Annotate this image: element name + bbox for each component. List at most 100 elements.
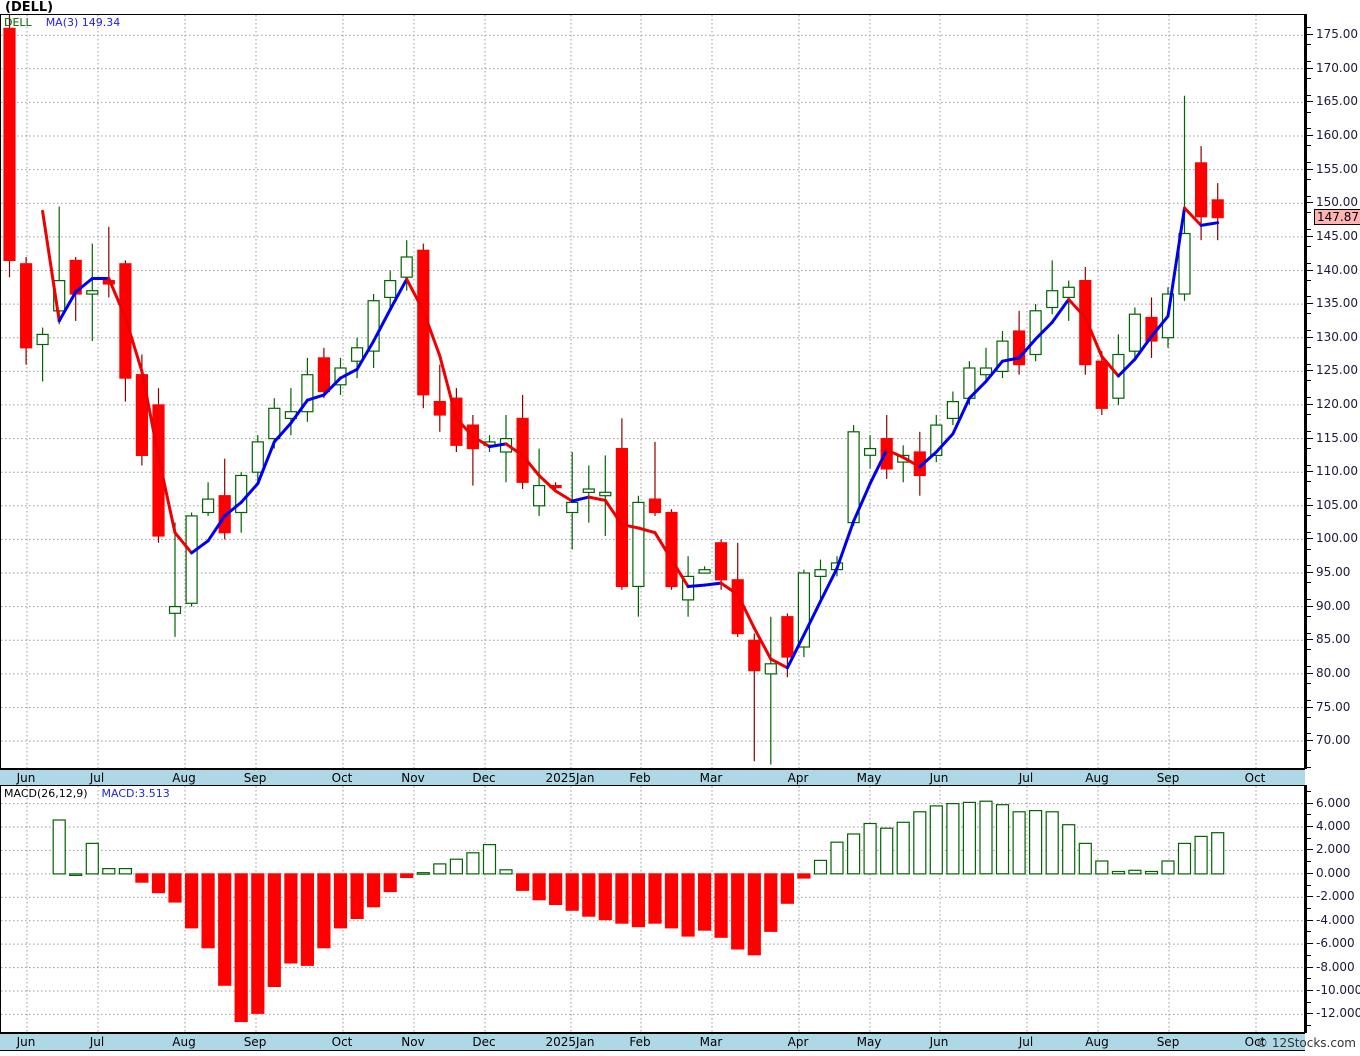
ma3-segment: [785, 633, 806, 670]
macd-histogram-bar: [118, 867, 133, 875]
x-axis-month-label: Nov: [401, 771, 425, 785]
macd-histogram-bar: [1211, 832, 1225, 875]
macd-histogram-bar: [333, 873, 348, 929]
ma3-segment: [918, 450, 938, 469]
macd-histogram-bar: [201, 873, 215, 949]
macd-histogram-bar: [1062, 824, 1076, 875]
price-tick-label: 120.00: [1316, 396, 1358, 411]
x-axis-month-label: Feb: [629, 1035, 651, 1049]
price-legend: DELL MA(3) 149.34: [4, 16, 120, 29]
ma3-segment: [1034, 320, 1054, 341]
macd-histogram-bar: [598, 873, 612, 921]
candle-body: [268, 407, 281, 440]
price-tick-label: 110.00: [1316, 464, 1358, 479]
x-axis-month-label: Jul: [1018, 1035, 1034, 1049]
ma3-segment: [223, 500, 243, 518]
macd-histogram-bar: [565, 873, 579, 911]
ma3-segment: [885, 448, 905, 459]
macd-histogram-bar: [764, 873, 778, 932]
price-tick-label: 100.00: [1316, 531, 1358, 546]
candle-body: [797, 572, 811, 648]
ma3-segment: [819, 566, 839, 603]
macd-tick-mark: [1307, 990, 1313, 991]
ma3-segment: [305, 393, 326, 402]
price-tick-minor: [1307, 733, 1311, 735]
macd-histogram-bar: [946, 803, 960, 875]
macd-histogram-bar: [979, 800, 993, 875]
ma3-segment: [256, 440, 276, 486]
macd-histogram-bar: [929, 805, 943, 875]
macd-histogram-bar: [466, 852, 480, 875]
macd-tick-label: 2.000: [1316, 842, 1351, 857]
price-tick-minor: [1307, 414, 1311, 415]
price-tick-mark: [1307, 572, 1313, 573]
candle-body: [996, 340, 1009, 373]
price-tick-minor: [1307, 111, 1311, 113]
candle-body: [20, 263, 33, 349]
ma3-segment: [620, 523, 640, 530]
macd-tick-label: -4.000: [1316, 912, 1355, 927]
price-tick-label: 140.00: [1316, 262, 1358, 277]
x-axis-month-label: Jun: [929, 1035, 949, 1049]
ma3-segment: [206, 514, 227, 543]
x-axis-month-label: Dec: [472, 771, 496, 785]
price-tick-mark: [1307, 34, 1313, 36]
candle-body: [1211, 199, 1224, 219]
price-chart-panel[interactable]: [0, 14, 1305, 769]
macd-histogram-bar: [433, 863, 447, 875]
macd-histogram-bar: [962, 801, 977, 875]
candle-body: [632, 501, 645, 587]
macd-histogram-bar: [482, 843, 497, 875]
price-tick-label: 130.00: [1316, 329, 1358, 344]
candle-body: [979, 367, 993, 376]
candle-body: [648, 498, 662, 514]
macd-histogram-bar: [681, 873, 695, 937]
x-axis-month-label: Aug: [1085, 1035, 1109, 1049]
price-tick-minor: [1307, 498, 1311, 500]
macd-histogram-bar: [863, 822, 877, 875]
macd-histogram-bar: [1194, 835, 1208, 875]
price-tick-minor: [1307, 481, 1311, 483]
candle-body: [3, 27, 16, 261]
x-axis-month-label: Jul: [89, 1035, 105, 1049]
macd-histogram-bar: [532, 873, 546, 901]
price-tick-minor: [1307, 582, 1311, 584]
macd-histogram-bar: [813, 859, 828, 875]
last-price-tag: 147.87: [1314, 208, 1360, 225]
macd-histogram-bar: [85, 842, 99, 875]
ma3-segment: [984, 359, 1004, 383]
ma3-segment: [1067, 297, 1087, 319]
price-tick-mark: [1307, 538, 1313, 540]
macd-histogram-bar: [648, 873, 662, 924]
macd-histogram-bar: [880, 827, 894, 875]
price-tick-mark: [1307, 437, 1313, 439]
price-tick-minor: [1307, 699, 1311, 701]
price-tick-minor: [1307, 430, 1311, 432]
price-chart-canvas[interactable]: [1, 15, 1304, 768]
macd-histogram-bar: [102, 867, 116, 875]
candle-body: [748, 639, 761, 672]
ma3-segment: [670, 558, 690, 588]
ma3-segment: [57, 290, 78, 323]
candle-body: [86, 290, 99, 295]
macd-histogram-bar: [846, 833, 861, 875]
macd-histogram-bar: [615, 873, 629, 924]
price-tick-minor: [1307, 615, 1311, 617]
candle-body: [36, 333, 49, 346]
macd-chart-panel[interactable]: [0, 785, 1305, 1033]
price-tick-label: 165.00: [1316, 94, 1358, 109]
ma3-segment: [570, 495, 591, 503]
ma3-segment: [388, 277, 409, 311]
price-tick-minor: [1307, 380, 1311, 382]
price-tick-minor: [1307, 531, 1311, 533]
price-tick-mark: [1307, 471, 1313, 473]
ma3-segment: [504, 442, 525, 457]
ma3-segment: [471, 435, 491, 449]
macd-histogram-bar: [896, 821, 910, 875]
macd-chart-canvas[interactable]: [1, 786, 1304, 1032]
macd-tick-mark: [1307, 802, 1313, 804]
macd-histogram-bar: [1161, 860, 1175, 875]
ma3-segment: [1001, 356, 1021, 363]
price-tick-mark: [1307, 370, 1313, 372]
price-tick-minor: [1307, 346, 1311, 348]
